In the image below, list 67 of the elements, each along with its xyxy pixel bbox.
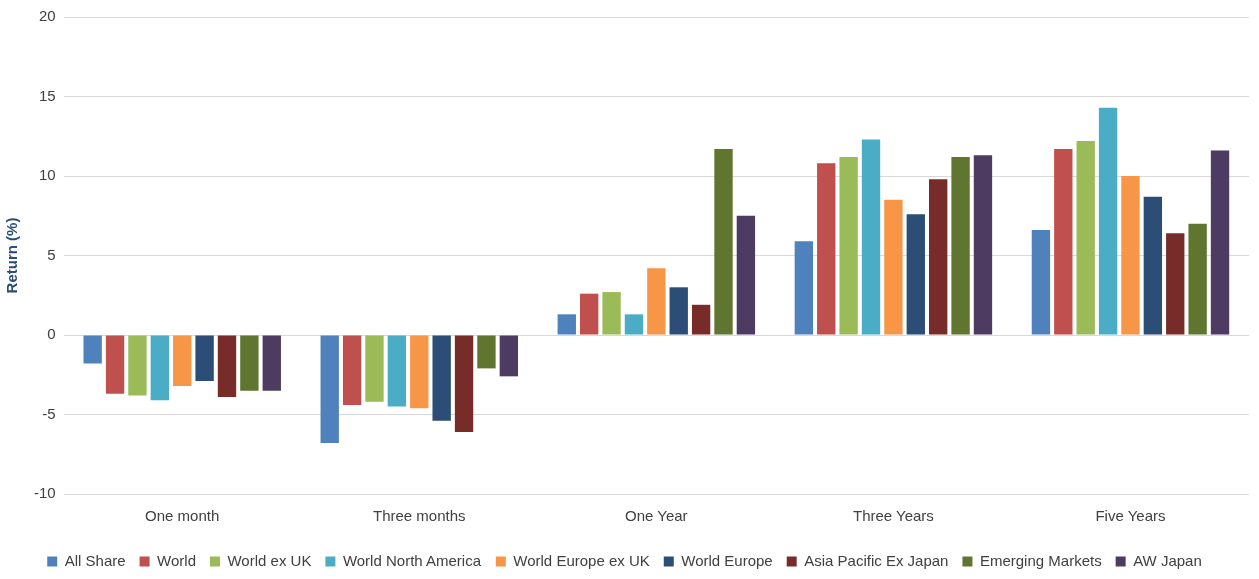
bar [1098, 107, 1118, 335]
bar [929, 179, 948, 335]
bar [150, 335, 169, 401]
bar [884, 199, 903, 335]
bar [365, 335, 384, 402]
bar [736, 215, 756, 335]
x-tick-label: One month [145, 507, 220, 525]
y-tick-label: 0 [47, 325, 56, 343]
bar [906, 214, 925, 335]
legend-label: Emerging Markets [979, 551, 1102, 569]
bar [477, 335, 496, 369]
legend-label: All Share [64, 551, 126, 569]
x-tick-label: Three months [373, 507, 466, 525]
bar [128, 335, 147, 396]
y-tick-label: 15 [38, 86, 56, 104]
y-tick-label: -10 [33, 484, 56, 502]
y-tick-label: -5 [42, 404, 56, 422]
bar [669, 287, 688, 335]
bar [1143, 196, 1163, 335]
bar [1188, 223, 1207, 335]
legend-label: World Europe [681, 551, 773, 569]
legend-label: AW Japan [1133, 551, 1202, 569]
bar [1121, 176, 1140, 335]
legend-label: World ex UK [227, 551, 312, 569]
y-axis-title: Return (%) [3, 217, 21, 294]
bar [817, 163, 836, 335]
y-tick-label: 20 [38, 7, 56, 25]
bar [410, 335, 429, 409]
x-tick-label: Five Years [1095, 507, 1166, 525]
bar [105, 335, 125, 394]
bar [1031, 230, 1051, 335]
bar [1076, 141, 1095, 335]
x-tick-label: Three Years [852, 507, 934, 525]
bar [262, 335, 281, 391]
bar [499, 335, 519, 377]
legend-label: World Europe ex UK [513, 551, 650, 569]
bar [240, 335, 259, 391]
bar [1054, 148, 1073, 335]
legend-label: Asia Pacific Ex Japan [804, 551, 949, 569]
bar [320, 335, 339, 444]
legend-label: World North America [342, 551, 482, 569]
bar [951, 156, 970, 335]
bar [195, 335, 214, 382]
legend-label: World [157, 551, 196, 569]
bar [1166, 233, 1185, 335]
y-tick-label: 5 [47, 245, 56, 263]
bar [691, 304, 711, 335]
bar [714, 148, 733, 335]
bar [839, 156, 858, 335]
y-tick-label: 10 [38, 166, 56, 184]
bar [602, 292, 621, 335]
bar [387, 335, 407, 407]
bar [173, 335, 192, 386]
bar [579, 293, 599, 335]
bar [217, 335, 237, 398]
bar [624, 314, 644, 335]
bar [83, 335, 102, 364]
bar [557, 314, 576, 335]
bar [861, 139, 881, 335]
bar [342, 335, 362, 405]
x-tick-label: One Year [625, 507, 688, 525]
bar [454, 335, 474, 432]
bar [432, 335, 451, 421]
bar [794, 241, 814, 335]
bar [1210, 150, 1230, 335]
bar [973, 155, 993, 335]
bar [647, 268, 666, 335]
